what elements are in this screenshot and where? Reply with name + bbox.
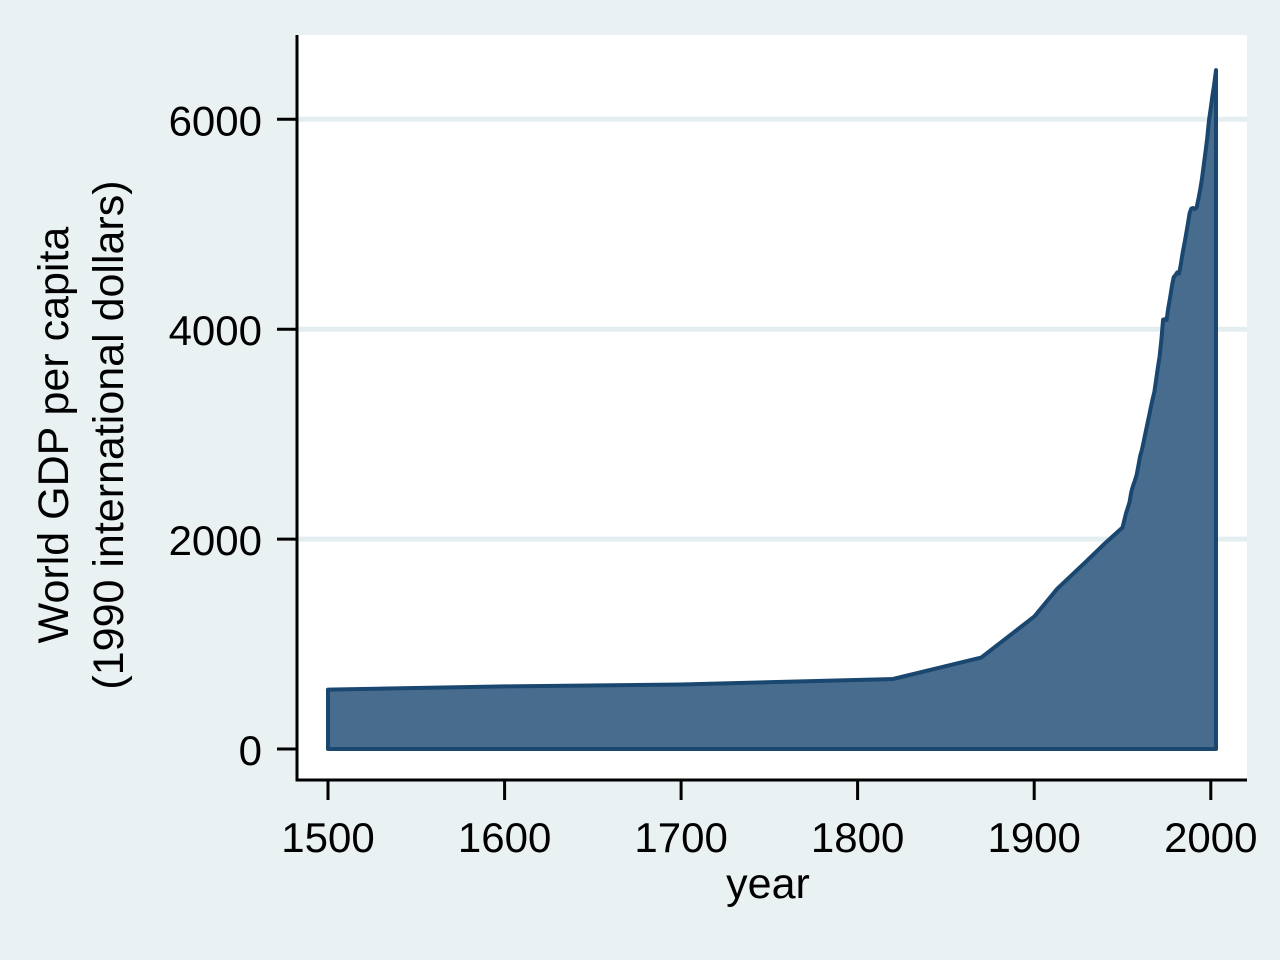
series-group [326,68,1218,751]
x-tick-label-1700: 1700 [634,814,727,861]
x-tick-labels: 1500 1600 1700 1800 1900 2000 [281,814,1257,861]
y-ticks [277,117,297,751]
axes-group [295,35,1247,782]
y-tick-label-2000: 2000 [169,517,262,564]
y-tick-label-6000: 6000 [169,97,262,144]
x-axis-title: year [726,860,810,908]
x-tick-label-1500: 1500 [281,814,374,861]
x-tick-label-1600: 1600 [458,814,551,861]
x-tick-label-1900: 1900 [987,814,1080,861]
y-gridlines [297,116,1247,542]
y-tick-label-4000: 4000 [169,307,262,354]
y-axis-title-line1: World GDP per capita [30,227,78,644]
x-tick-label-2000: 2000 [1164,814,1257,861]
x-ticks [326,780,1213,800]
y-tick-labels: 0 2000 4000 6000 [169,97,262,774]
y-axis-title-line2: (1990 international dollars) [85,180,133,689]
y-tick-label-0: 0 [239,727,262,774]
x-tick-label-1800: 1800 [811,814,904,861]
gdp-area-series [326,68,1218,751]
